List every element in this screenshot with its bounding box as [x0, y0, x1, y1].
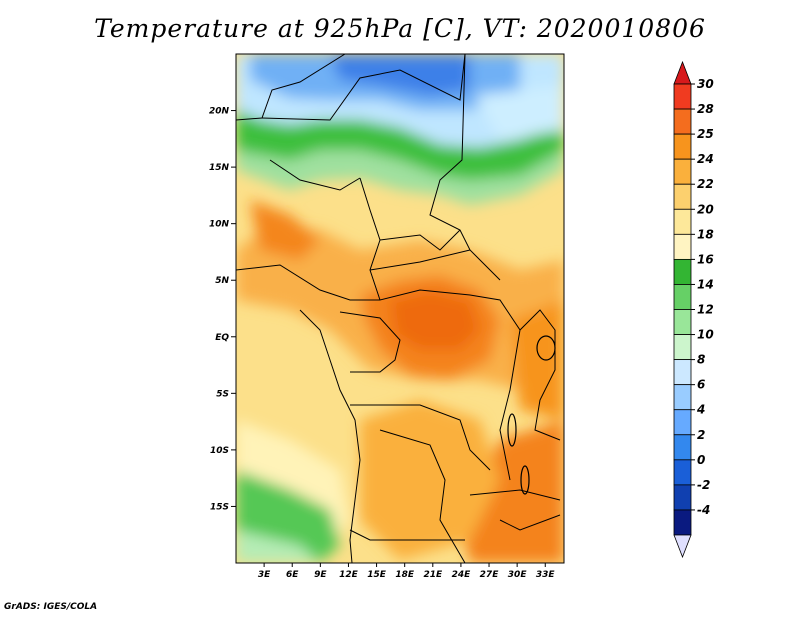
lon-tick-label: 24E — [452, 570, 472, 580]
lat-tick-label: 5S — [216, 389, 229, 399]
colorbar-level-label: 8 — [697, 353, 705, 367]
colorbar-segment — [673, 359, 692, 386]
lat-tick-label: 10S — [210, 446, 229, 456]
lon-tick-label: 12E — [339, 570, 359, 580]
colorbar-level-label: -2 — [697, 478, 710, 492]
lon-tick-label: 15E — [367, 570, 387, 580]
lake-outlines — [507, 335, 556, 495]
colorbar-segment — [673, 334, 692, 361]
colorbar-level-label: 0 — [697, 453, 705, 467]
colorbar-level-label: 22 — [697, 177, 714, 191]
lon-tick-label: 33E — [536, 570, 556, 580]
colorbar-segment — [673, 208, 692, 235]
colorbar-segment — [673, 258, 692, 285]
colorbar-segment — [673, 484, 692, 511]
colorbar-level-label: 30 — [697, 77, 714, 91]
colorbar-level-label: 20 — [697, 202, 714, 216]
lat-tick-label: 20N — [209, 107, 230, 117]
lat-tick-label: 15N — [209, 163, 230, 173]
lon-tick-label: 21E — [423, 570, 443, 580]
grads-credit: GrADS: IGES/COLA — [4, 602, 98, 612]
lon-tick-label: 18E — [395, 570, 415, 580]
lat-tick-label: 10N — [209, 220, 230, 230]
lon-tick-label: 6E — [286, 570, 299, 580]
colorbar-level-label: 6 — [697, 378, 705, 392]
colorbar-level-label: 4 — [696, 403, 705, 417]
map-frame — [235, 53, 565, 564]
lon-tick-label: 3E — [258, 570, 271, 580]
colorbar-level-label: 28 — [697, 102, 714, 116]
colorbar-segment — [673, 434, 692, 461]
lon-tick-label: 30E — [508, 570, 528, 580]
colorbar-segment — [673, 509, 692, 536]
colorbar-segment — [673, 83, 692, 110]
colorbar-level-label: 24 — [697, 152, 714, 166]
colorbar-segment — [673, 108, 692, 135]
colorbar-segment — [673, 133, 692, 160]
colorbar-segment — [673, 158, 692, 185]
latitude-axis: 20N 15N 10N 5N EQ 5S 10S 15S — [209, 107, 236, 512]
chart-title: Temperature at 925hPa [C], VT: 202001080… — [94, 14, 706, 43]
colorbar-level-label: 16 — [697, 252, 714, 266]
lat-tick-label: 15S — [210, 502, 229, 512]
colorbar-level-label: 2 — [697, 428, 705, 442]
country-borders — [236, 54, 561, 563]
temperature-field — [236, 54, 564, 563]
colorbar-level-label: 12 — [697, 303, 714, 317]
lat-tick-label: 5N — [215, 276, 229, 286]
colorbar-segment — [673, 60, 692, 85]
colorbar-segment — [673, 384, 692, 411]
lon-tick-label: 27E — [480, 570, 500, 580]
colorbar-segment — [673, 534, 692, 559]
colorbar-level-label: 10 — [697, 328, 714, 342]
colorbar-level-label: 18 — [697, 227, 714, 241]
colorbar-segment — [673, 284, 692, 310]
colorbar-segment — [673, 233, 692, 260]
colorbar-level-label: 25 — [697, 127, 714, 141]
colorbar-level-label: 14 — [697, 277, 714, 291]
lon-tick-label: 9E — [314, 570, 327, 580]
longitude-axis: 3E 6E 9E 12E 15E 18E 21E 24E 27E 30E 33E — [258, 563, 556, 580]
colorbar-segment — [673, 183, 692, 210]
colorbar-segment — [673, 459, 692, 486]
lat-tick-label: EQ — [215, 333, 229, 343]
colorbar-segment — [673, 409, 692, 436]
colorbar-segment — [673, 309, 692, 335]
colorbar-level-label: -4 — [697, 503, 710, 517]
